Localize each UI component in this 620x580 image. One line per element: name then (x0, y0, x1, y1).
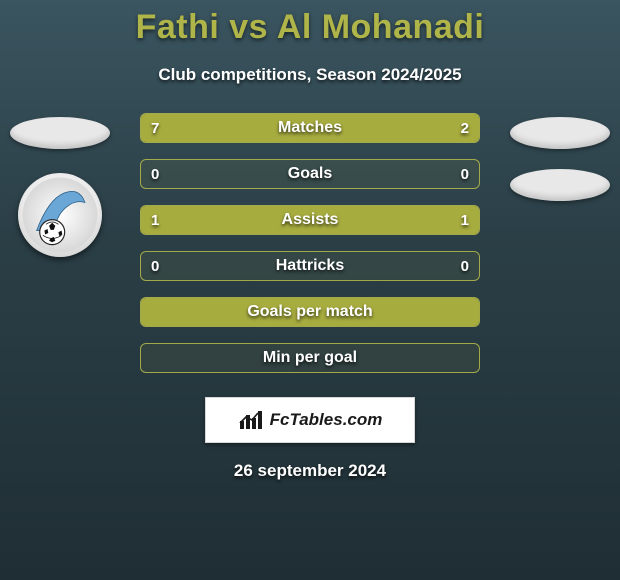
club-left-badge (18, 173, 102, 257)
player-left-avatar-placeholder (10, 117, 110, 149)
stat-row-goals-per-match: Goals per match (140, 297, 480, 327)
stat-label: Assists (141, 206, 479, 234)
comparison-stage: 72Matches 00Goals 11Assists 00Hattricks Goal… (0, 113, 620, 393)
stat-label: Matches (141, 114, 479, 142)
stat-row-hattricks: 00Hattricks (140, 251, 480, 281)
brand-text: FcTables.com (270, 410, 383, 430)
content-wrapper: Fathi vs Al Mohanadi Club competitions, … (0, 0, 620, 580)
club-right-placeholder (510, 169, 610, 201)
stat-row-min-per-goal: Min per goal (140, 343, 480, 373)
stat-label: Min per goal (141, 344, 479, 372)
page-title: Fathi vs Al Mohanadi (0, 8, 620, 47)
brand-badge: FcTables.com (205, 397, 415, 443)
stat-row-goals: 00Goals (140, 159, 480, 189)
stat-label: Goals per match (141, 298, 479, 326)
stat-row-assists: 11Assists (140, 205, 480, 235)
footer-date: 26 september 2024 (0, 461, 620, 481)
brand-chart-icon (238, 409, 264, 431)
stat-label: Hattricks (141, 252, 479, 280)
club-crest-icon (21, 176, 99, 254)
stat-row-matches: 72Matches (140, 113, 480, 143)
stat-label: Goals (141, 160, 479, 188)
player-right-avatar-placeholder (510, 117, 610, 149)
stat-bars: 72Matches 00Goals 11Assists 00Hattricks Goal… (140, 113, 480, 389)
page-subtitle: Club competitions, Season 2024/2025 (0, 65, 620, 85)
